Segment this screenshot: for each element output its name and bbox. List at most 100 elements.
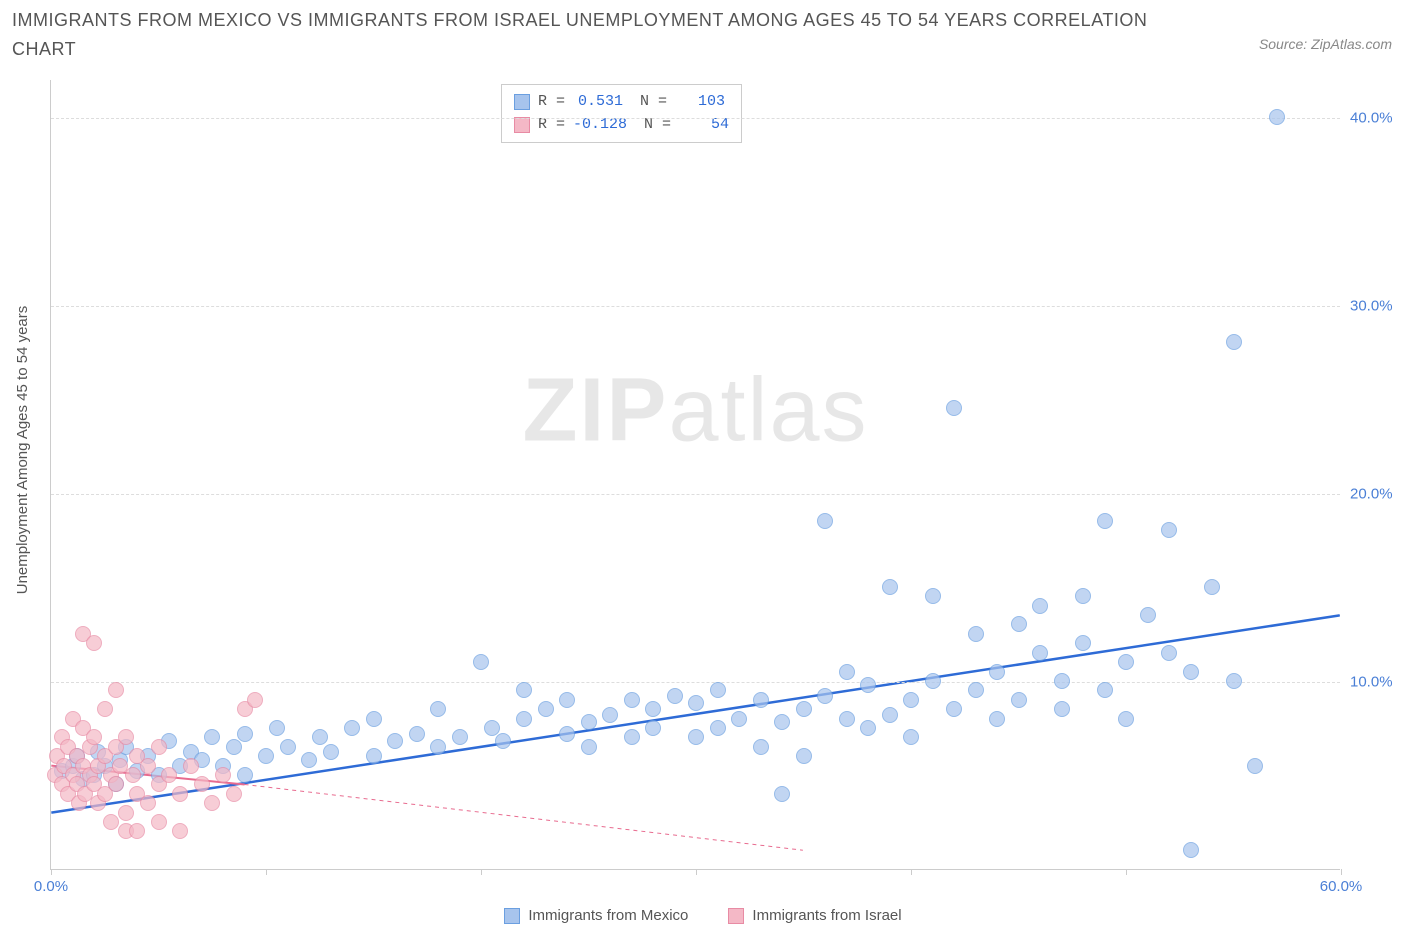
scatter-point bbox=[667, 688, 683, 704]
scatter-point bbox=[473, 654, 489, 670]
scatter-point bbox=[140, 758, 156, 774]
y-tick-label: 10.0% bbox=[1350, 673, 1406, 690]
scatter-point bbox=[1269, 109, 1285, 125]
gridline bbox=[51, 306, 1340, 307]
scatter-point bbox=[753, 692, 769, 708]
scatter-point bbox=[1247, 758, 1263, 774]
scatter-point bbox=[839, 711, 855, 727]
scatter-point bbox=[946, 400, 962, 416]
scatter-point bbox=[226, 739, 242, 755]
scatter-point bbox=[247, 692, 263, 708]
scatter-point bbox=[125, 767, 141, 783]
y-tick-label: 30.0% bbox=[1350, 297, 1406, 314]
x-tick bbox=[1341, 869, 1342, 875]
scatter-point bbox=[129, 823, 145, 839]
x-tick bbox=[51, 869, 52, 875]
scatter-point bbox=[1011, 692, 1027, 708]
legend-item: Immigrants from Mexico bbox=[504, 907, 688, 924]
scatter-point bbox=[581, 739, 597, 755]
scatter-point bbox=[581, 714, 597, 730]
y-axis-label: Unemployment Among Ages 45 to 54 years bbox=[14, 306, 31, 595]
scatter-point bbox=[312, 729, 328, 745]
scatter-point bbox=[86, 635, 102, 651]
scatter-point bbox=[1183, 842, 1199, 858]
x-tick-label: 60.0% bbox=[1320, 878, 1363, 895]
scatter-point bbox=[1226, 334, 1242, 350]
watermark: ZIPatlas bbox=[522, 360, 868, 463]
gridline bbox=[51, 682, 1340, 683]
scatter-point bbox=[366, 711, 382, 727]
scatter-point bbox=[925, 673, 941, 689]
scatter-point bbox=[624, 729, 640, 745]
scatter-point bbox=[989, 711, 1005, 727]
scatter-point bbox=[387, 733, 403, 749]
scatter-point bbox=[409, 726, 425, 742]
scatter-point bbox=[108, 682, 124, 698]
legend-label: Immigrants from Israel bbox=[752, 907, 901, 924]
scatter-point bbox=[1075, 588, 1091, 604]
gridline bbox=[51, 494, 1340, 495]
scatter-point bbox=[237, 767, 253, 783]
scatter-point bbox=[183, 758, 199, 774]
scatter-point bbox=[774, 786, 790, 802]
scatter-point bbox=[774, 714, 790, 730]
scatter-point bbox=[753, 739, 769, 755]
scatter-point bbox=[1118, 654, 1134, 670]
gridline bbox=[51, 118, 1340, 119]
scatter-point bbox=[645, 720, 661, 736]
scatter-point bbox=[366, 748, 382, 764]
x-tick bbox=[266, 869, 267, 875]
scatter-point bbox=[1032, 598, 1048, 614]
stat-n-value: 103 bbox=[675, 91, 725, 114]
stats-row: R =0.531 N =103 bbox=[514, 91, 729, 114]
scatter-point bbox=[882, 707, 898, 723]
scatter-point bbox=[151, 739, 167, 755]
scatter-point bbox=[710, 720, 726, 736]
scatter-point bbox=[215, 767, 231, 783]
scatter-point bbox=[516, 682, 532, 698]
stats-box: R =0.531 N =103R =-0.128 N =54 bbox=[501, 84, 742, 143]
x-tick bbox=[696, 869, 697, 875]
scatter-point bbox=[118, 805, 134, 821]
scatter-point bbox=[86, 729, 102, 745]
legend-swatch bbox=[728, 908, 744, 924]
scatter-point bbox=[194, 776, 210, 792]
scatter-point bbox=[817, 688, 833, 704]
scatter-point bbox=[710, 682, 726, 698]
x-tick bbox=[481, 869, 482, 875]
scatter-point bbox=[624, 692, 640, 708]
y-tick-label: 40.0% bbox=[1350, 109, 1406, 126]
scatter-point bbox=[140, 795, 156, 811]
scatter-point bbox=[323, 744, 339, 760]
scatter-point bbox=[860, 677, 876, 693]
x-tick bbox=[1126, 869, 1127, 875]
x-tick-label: 0.0% bbox=[34, 878, 68, 895]
x-tick bbox=[911, 869, 912, 875]
scatter-point bbox=[103, 814, 119, 830]
scatter-point bbox=[172, 823, 188, 839]
scatter-point bbox=[989, 664, 1005, 680]
scatter-point bbox=[452, 729, 468, 745]
scatter-point bbox=[538, 701, 554, 717]
scatter-point bbox=[968, 626, 984, 642]
scatter-point bbox=[1075, 635, 1091, 651]
scatter-point bbox=[796, 701, 812, 717]
scatter-point bbox=[688, 695, 704, 711]
legend-item: Immigrants from Israel bbox=[728, 907, 901, 924]
scatter-point bbox=[172, 786, 188, 802]
scatter-point bbox=[946, 701, 962, 717]
scatter-point bbox=[1054, 673, 1070, 689]
scatter-point bbox=[796, 748, 812, 764]
scatter-point bbox=[430, 701, 446, 717]
scatter-point bbox=[882, 579, 898, 595]
scatter-point bbox=[559, 726, 575, 742]
scatter-point bbox=[1161, 645, 1177, 661]
legend-swatch bbox=[504, 908, 520, 924]
scatter-point bbox=[226, 786, 242, 802]
scatter-point bbox=[430, 739, 446, 755]
scatter-point bbox=[118, 729, 134, 745]
stat-r-value: 0.531 bbox=[573, 91, 623, 114]
scatter-point bbox=[1032, 645, 1048, 661]
scatter-point bbox=[602, 707, 618, 723]
scatter-point bbox=[559, 692, 575, 708]
